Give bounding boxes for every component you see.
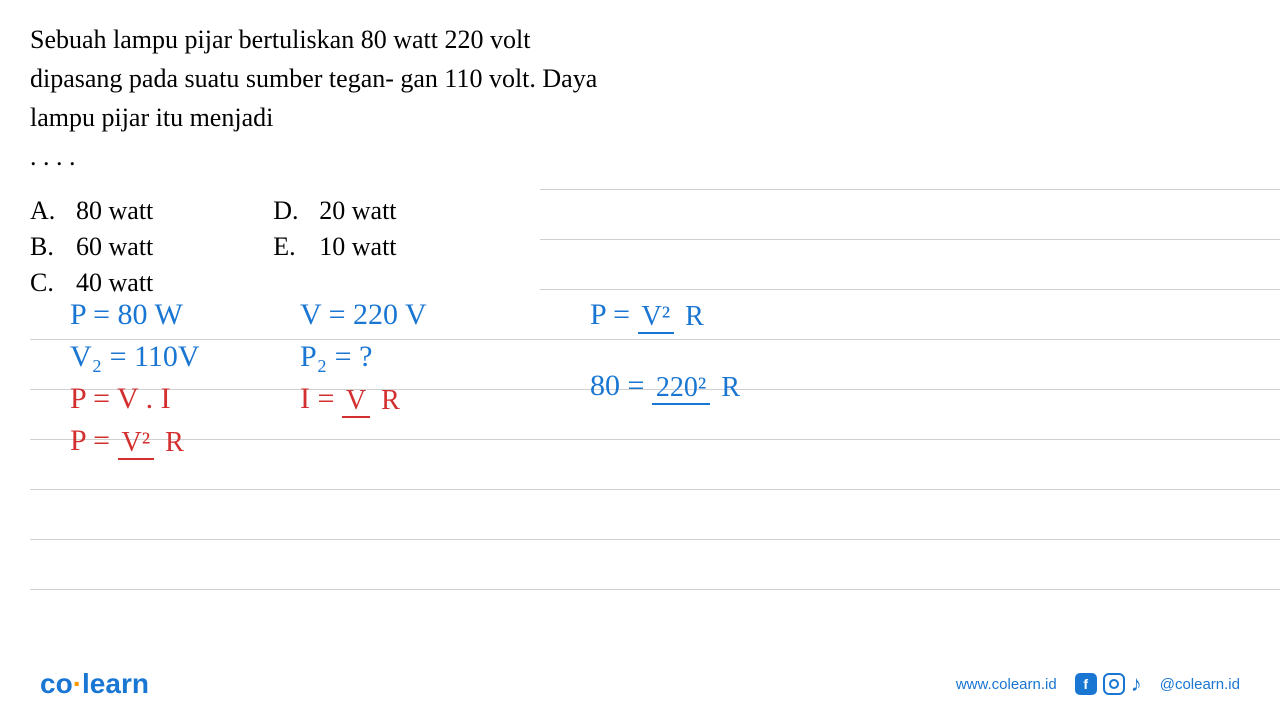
website-url: www.colearn.id bbox=[956, 676, 1057, 693]
formula-pv2r: P = V² R bbox=[70, 426, 200, 457]
formula-ivr: I = V R bbox=[300, 384, 427, 415]
option-b: B. 60 watt bbox=[30, 232, 153, 262]
option-c: C. 40 watt bbox=[30, 268, 153, 298]
calc-pv2r: P = V² R bbox=[590, 300, 744, 331]
social-icons: f ♪ bbox=[1075, 671, 1142, 697]
facebook-icon: f bbox=[1075, 673, 1097, 695]
given-p: P = 80 W bbox=[70, 300, 200, 330]
tiktok-icon: ♪ bbox=[1131, 671, 1142, 697]
option-e: E. 10 watt bbox=[273, 232, 396, 262]
instagram-icon bbox=[1103, 673, 1125, 695]
question-text: Sebuah lampu pijar bertuliskan 80 watt 2… bbox=[30, 20, 610, 176]
asked-p2: P₂ = ? bbox=[300, 342, 427, 372]
option-d: D. 20 watt bbox=[273, 196, 396, 226]
option-a: A. 80 watt bbox=[30, 196, 153, 226]
footer: co·learn www.colearn.id f ♪ @colearn.id bbox=[0, 668, 1280, 700]
colearn-logo: co·learn bbox=[40, 668, 149, 700]
given-v: V = 220 V bbox=[300, 300, 427, 330]
formula-pvi: P = V . I bbox=[70, 384, 200, 414]
calc-substitution: 80 = 220² R bbox=[590, 371, 744, 402]
given-v2: V₂ = 110V bbox=[70, 342, 200, 372]
answer-options: A. 80 watt B. 60 watt C. 40 watt D. 20 w… bbox=[30, 196, 1250, 298]
social-handle: @colearn.id bbox=[1160, 676, 1240, 693]
